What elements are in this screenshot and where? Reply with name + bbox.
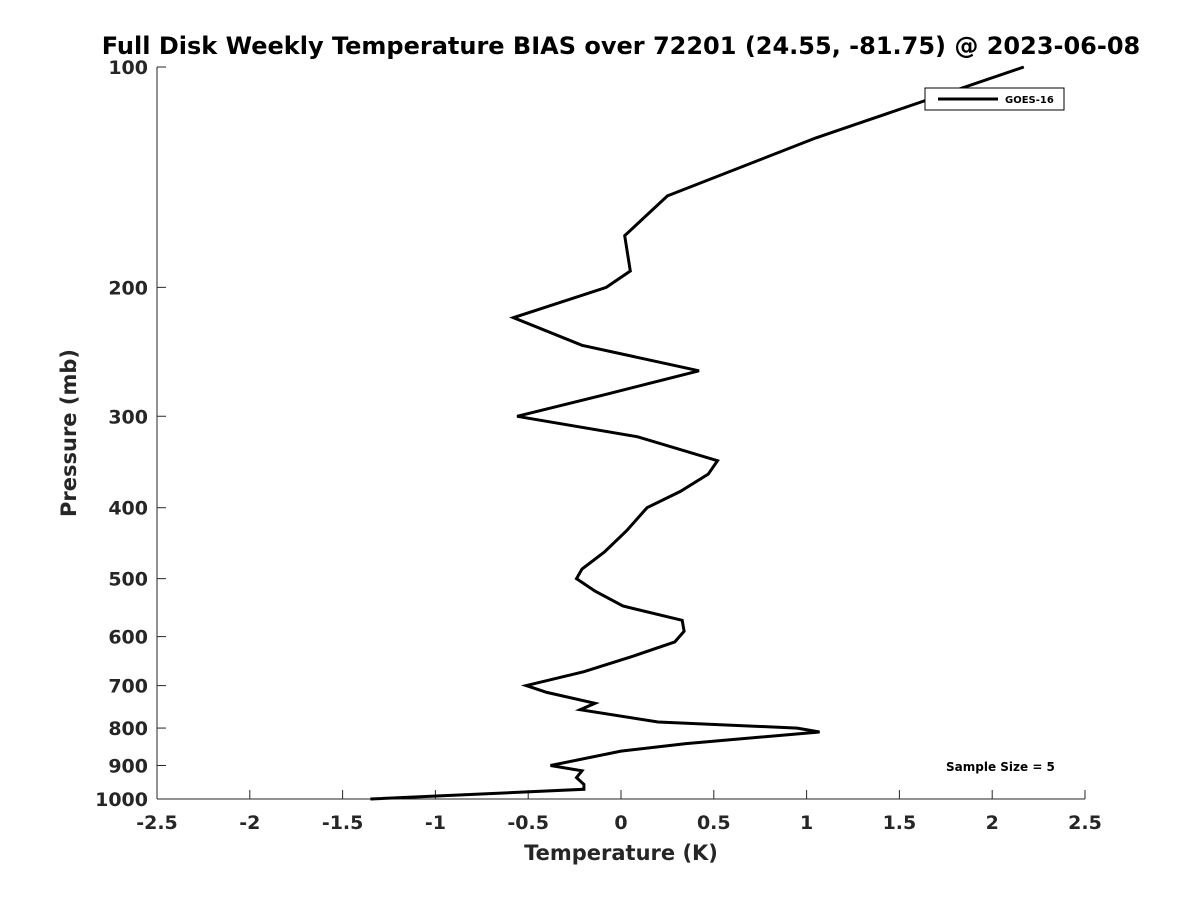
- x-tick-label: 0: [614, 812, 627, 834]
- x-tick-label: -2.5: [136, 812, 178, 834]
- x-axis-ticks: -2.5 -2 -1.5 -1 -0.5 0 0.5 1 1.5 2 2.5: [136, 790, 1102, 834]
- legend-label: GOES-16: [1005, 95, 1054, 106]
- x-tick-label: 1.5: [883, 812, 917, 834]
- x-tick-label: -1.5: [322, 812, 364, 834]
- y-axis-ticks: 100 200 300 400 500 600 700 800 900 1000: [95, 57, 166, 811]
- x-tick-label: -0.5: [507, 812, 549, 834]
- chart-title: Full Disk Weekly Temperature BIAS over 7…: [102, 32, 1141, 60]
- y-tick-label: 700: [108, 676, 148, 698]
- sample-size-note: Sample Size = 5: [946, 760, 1055, 774]
- y-tick-label: 400: [108, 498, 148, 520]
- y-tick-label: 500: [108, 569, 148, 591]
- x-tick-label: 2: [986, 812, 999, 834]
- y-tick-label: 300: [108, 406, 148, 428]
- x-tick-label: -1: [425, 812, 446, 834]
- y-tick-label: 600: [108, 627, 148, 649]
- y-tick-label: 800: [108, 718, 148, 740]
- series-line-goes-16: [370, 65, 1025, 801]
- x-tick-label: 2.5: [1068, 812, 1102, 834]
- y-axis-label: Pressure (mb): [57, 349, 81, 517]
- x-tick-label: 0.5: [697, 812, 731, 834]
- y-tick-label: 100: [108, 57, 148, 79]
- y-tick-label: 900: [108, 756, 148, 778]
- x-tick-label: -2: [239, 812, 260, 834]
- y-tick-label: 1000: [95, 789, 148, 811]
- y-tick-label: 200: [108, 277, 148, 299]
- x-tick-label: 1: [800, 812, 813, 834]
- x-axis-label: Temperature (K): [524, 841, 718, 865]
- legend: GOES-16: [924, 87, 1065, 111]
